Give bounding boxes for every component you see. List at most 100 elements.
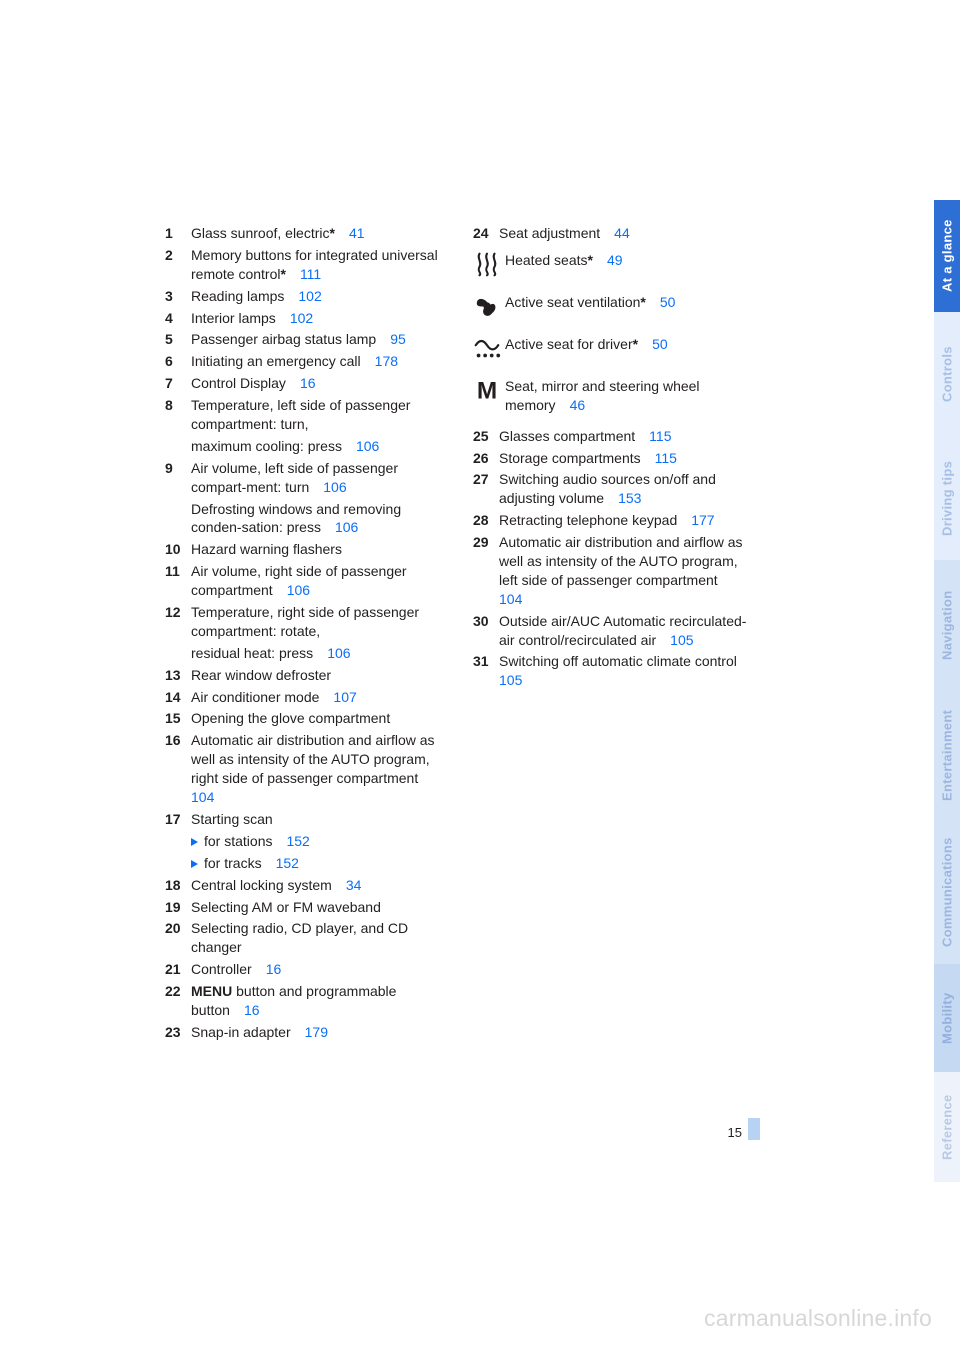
page-ref[interactable]: 152 bbox=[286, 833, 309, 849]
wave-icon bbox=[469, 333, 505, 363]
icon-text: Active seat ventilation* 50 bbox=[505, 291, 753, 312]
m-icon: M bbox=[469, 375, 505, 405]
list-item: 9Air volume, left side of passenger comp… bbox=[165, 459, 445, 538]
page-ref[interactable]: 102 bbox=[290, 310, 313, 326]
page-ref[interactable]: 41 bbox=[349, 225, 365, 241]
item-text: Passenger airbag status lamp 95 bbox=[191, 330, 445, 349]
item-number: 30 bbox=[473, 612, 499, 650]
item-number: 4 bbox=[165, 309, 191, 328]
item-text: Seat adjustment 44 bbox=[499, 224, 753, 243]
item-number: 5 bbox=[165, 330, 191, 349]
list-item: 24Seat adjustment 44 bbox=[473, 224, 753, 243]
item-number: 7 bbox=[165, 374, 191, 393]
tab-entertainment[interactable]: Entertainment bbox=[934, 690, 960, 820]
page-ref[interactable]: 16 bbox=[300, 375, 316, 391]
page-ref[interactable]: 115 bbox=[649, 428, 671, 444]
item-number: 6 bbox=[165, 352, 191, 371]
page-ref[interactable]: 111 bbox=[300, 266, 321, 282]
page-ref[interactable]: 46 bbox=[570, 397, 586, 413]
page-ref[interactable]: 102 bbox=[298, 288, 321, 304]
list-item: 4Interior lamps 102 bbox=[165, 309, 445, 328]
item-number: 9 bbox=[165, 459, 191, 538]
asterisk-icon: * bbox=[330, 225, 335, 241]
page-ref[interactable]: 105 bbox=[499, 672, 522, 688]
tab-communications[interactable]: Communications bbox=[934, 820, 960, 964]
icon-text: Seat, mirror and steering wheel memory 4… bbox=[505, 375, 753, 415]
page-ref[interactable]: 105 bbox=[670, 632, 693, 648]
item-number: 21 bbox=[165, 960, 191, 979]
list-item: 12Temperature, right side of passenger c… bbox=[165, 603, 445, 663]
triangle-icon bbox=[191, 860, 198, 868]
item-text: Air conditioner mode 107 bbox=[191, 688, 445, 707]
page-ref[interactable]: 106 bbox=[327, 645, 350, 661]
item-number: 28 bbox=[473, 511, 499, 530]
item-number: 1 bbox=[165, 224, 191, 243]
list-item: 29Automatic air distribution and airflow… bbox=[473, 533, 753, 609]
page-ref[interactable]: 104 bbox=[499, 591, 522, 607]
page-ref[interactable]: 44 bbox=[614, 225, 630, 241]
item-text: Temperature, left side of passenger comp… bbox=[191, 396, 445, 456]
page-ref[interactable]: 50 bbox=[652, 336, 668, 352]
page-ref[interactable]: 107 bbox=[333, 689, 356, 705]
list-item: 14Air conditioner mode 107 bbox=[165, 688, 445, 707]
item-text: MENU button and programmable button 16 bbox=[191, 982, 445, 1020]
list-item: 13Rear window defroster bbox=[165, 666, 445, 685]
left-column: 1Glass sunroof, electric* 412Memory butt… bbox=[165, 224, 445, 1045]
item-text: Central locking system 34 bbox=[191, 876, 445, 895]
list-item: 23Snap-in adapter 179 bbox=[165, 1023, 445, 1042]
item-text: Automatic air distribution and airflow a… bbox=[191, 731, 445, 807]
tab-reference[interactable]: Reference bbox=[934, 1072, 960, 1182]
item-number: 10 bbox=[165, 540, 191, 559]
item-text: Automatic air distribution and airflow a… bbox=[499, 533, 753, 609]
page-ref[interactable]: 178 bbox=[375, 353, 398, 369]
triangle-icon bbox=[191, 838, 198, 846]
item-number: 20 bbox=[165, 919, 191, 957]
page-ref[interactable]: 177 bbox=[691, 512, 714, 528]
icon-text: Active seat for driver* 50 bbox=[505, 333, 753, 354]
list-item: 25Glasses compartment 115 bbox=[473, 427, 753, 446]
list-item: 16Automatic air distribution and airflow… bbox=[165, 731, 445, 807]
page-ref[interactable]: 16 bbox=[244, 1002, 260, 1018]
item-number: 25 bbox=[473, 427, 499, 446]
item-number: 19 bbox=[165, 898, 191, 917]
item-text: Starting scanfor stations 152for tracks … bbox=[191, 810, 445, 873]
item-text: Initiating an emergency call 178 bbox=[191, 352, 445, 371]
item-text: Controller 16 bbox=[191, 960, 445, 979]
page-ref[interactable]: 106 bbox=[287, 582, 310, 598]
item-number: 31 bbox=[473, 652, 499, 690]
item-text: Switching off automatic climate control … bbox=[499, 652, 753, 690]
page-ref[interactable]: 95 bbox=[390, 331, 406, 347]
item-text: Interior lamps 102 bbox=[191, 309, 445, 328]
item-number: 26 bbox=[473, 449, 499, 468]
item-number: 11 bbox=[165, 562, 191, 600]
page-ref[interactable]: 49 bbox=[607, 252, 623, 268]
list-item: 1Glass sunroof, electric* 41 bbox=[165, 224, 445, 243]
page-ref[interactable]: 34 bbox=[346, 877, 362, 893]
item-text: Snap-in adapter 179 bbox=[191, 1023, 445, 1042]
page-ref[interactable]: 153 bbox=[618, 490, 641, 506]
tab-at-a-glance[interactable]: At a glance bbox=[934, 200, 960, 312]
list-item: 21Controller 16 bbox=[165, 960, 445, 979]
tab-mobility[interactable]: Mobility bbox=[934, 964, 960, 1072]
item-text: Glass sunroof, electric* 41 bbox=[191, 224, 445, 243]
page-ref[interactable]: 104 bbox=[191, 789, 214, 805]
tab-controls[interactable]: Controls bbox=[934, 312, 960, 436]
tab-navigation[interactable]: Navigation bbox=[934, 560, 960, 690]
page-ref[interactable]: 50 bbox=[660, 294, 676, 310]
asterisk-icon: * bbox=[588, 252, 593, 268]
page-ref[interactable]: 179 bbox=[305, 1024, 328, 1040]
heat-icon bbox=[469, 249, 505, 279]
page-ref[interactable]: 106 bbox=[335, 519, 358, 535]
right-column: 24Seat adjustment 44Heated seats* 49Acti… bbox=[473, 224, 753, 1045]
page-number-wrap: 15 bbox=[0, 1118, 760, 1140]
page-ref[interactable]: 115 bbox=[655, 450, 677, 466]
page-ref[interactable]: 16 bbox=[266, 961, 282, 977]
list-item: 22MENU button and programmable button 16 bbox=[165, 982, 445, 1020]
page-ref[interactable]: 106 bbox=[356, 438, 379, 454]
tab-driving-tips[interactable]: Driving tips bbox=[934, 436, 960, 560]
item-number: 27 bbox=[473, 470, 499, 508]
page-ref[interactable]: 106 bbox=[323, 479, 346, 495]
page-ref[interactable]: 152 bbox=[276, 855, 299, 871]
page-number: 15 bbox=[728, 1125, 742, 1140]
item-text: Control Display 16 bbox=[191, 374, 445, 393]
